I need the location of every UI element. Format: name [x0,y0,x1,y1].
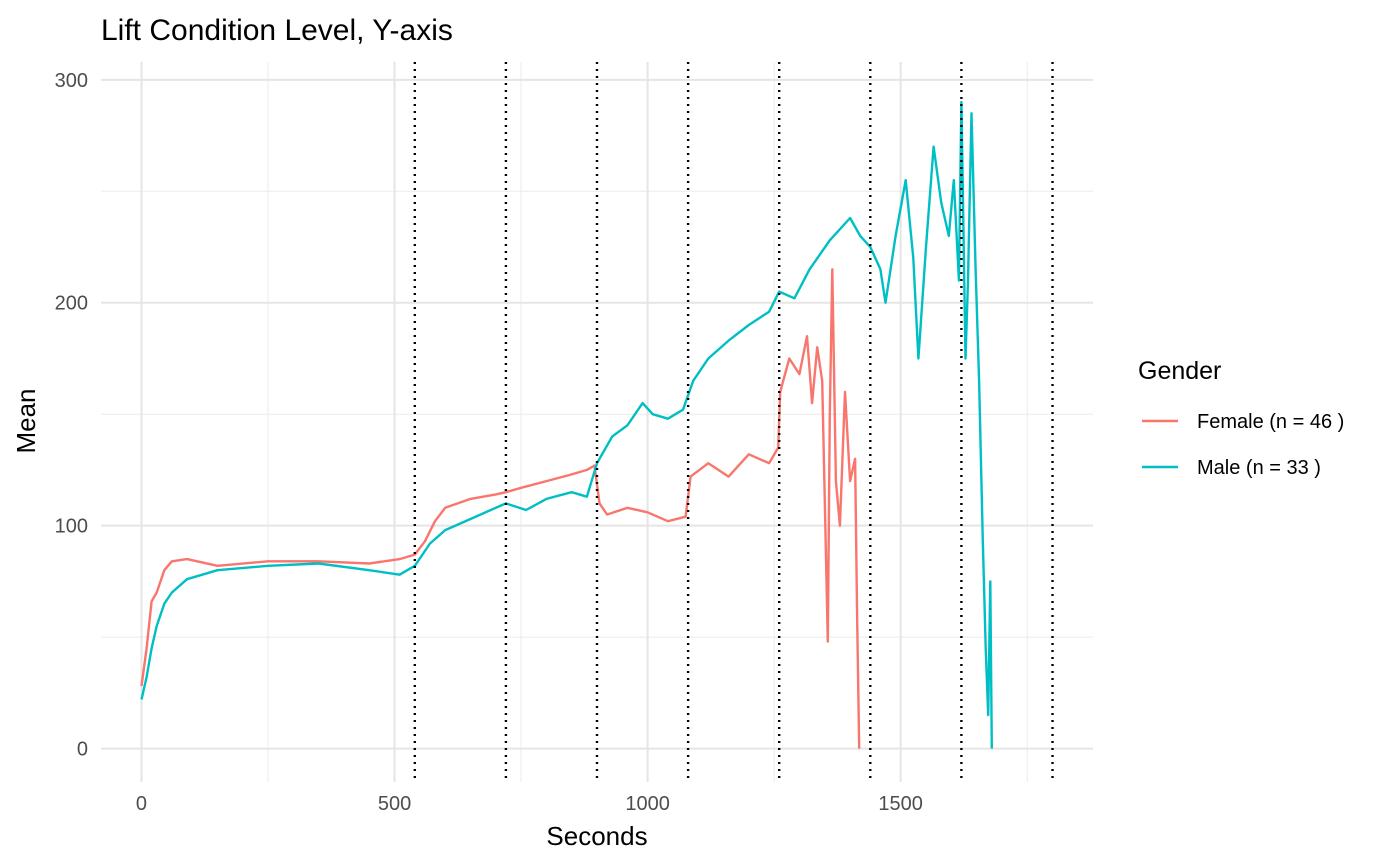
y-axis-tick-labels: 0 100 200 300 [55,70,88,761]
y-tick-label: 200 [55,293,88,315]
series-line-female [140,268,861,749]
legend-label-male: Male (n = 33 ) [1197,457,1321,479]
y-tick-label: 0 [77,739,88,761]
series-lines [140,100,993,749]
reference-lines [413,62,1054,782]
x-tick-label: 500 [378,793,411,815]
legend-label-female: Female (n = 46 ) [1197,411,1344,433]
x-tick-label: 1000 [625,793,670,815]
y-tick-label: 300 [55,70,88,92]
legend-title: Gender [1138,357,1221,385]
minor-gridlines [101,62,1093,782]
x-axis-tick-labels: 0 500 1000 1500 [136,793,923,815]
y-axis-title: Mean [11,388,41,453]
y-tick-label: 100 [55,516,88,538]
chart-title: Lift Condition Level, Y-axis [101,14,453,47]
x-tick-label: 1500 [878,793,923,815]
series-line-male [140,100,993,749]
x-tick-label: 0 [136,793,147,815]
x-axis-title: Seconds [546,821,647,851]
legend: Gender Female (n = 46 ) Male (n = 33 ) [1138,357,1344,479]
major-gridlines [101,62,1093,782]
